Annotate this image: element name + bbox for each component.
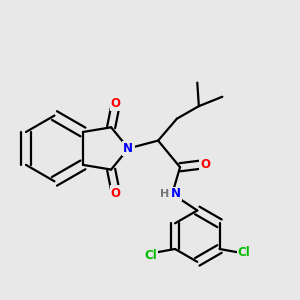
Text: O: O xyxy=(111,187,121,200)
Text: N: N xyxy=(171,188,181,200)
Text: O: O xyxy=(111,97,121,110)
Text: N: N xyxy=(123,142,134,155)
Text: H: H xyxy=(160,189,169,199)
Text: O: O xyxy=(200,158,210,171)
Text: Cl: Cl xyxy=(237,246,250,259)
Text: Cl: Cl xyxy=(145,249,157,262)
